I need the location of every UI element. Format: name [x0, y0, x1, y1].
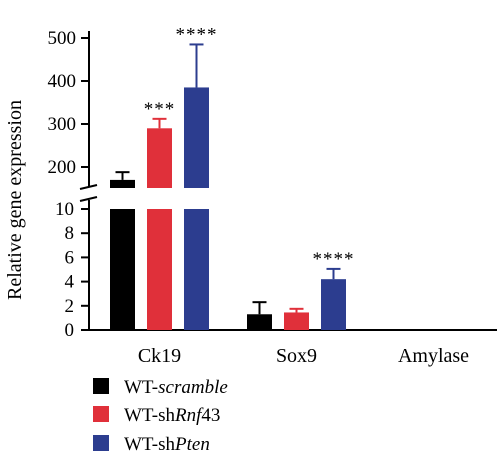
error-bars	[115, 43, 341, 315]
y-tick-label: 8	[65, 223, 75, 244]
bar	[110, 209, 135, 330]
bar	[147, 209, 172, 330]
axis-break-mark	[79, 184, 98, 190]
y-axis-title: Relative gene expression	[4, 100, 26, 300]
bar	[184, 87, 209, 188]
significance-label: ***	[144, 99, 176, 120]
bar	[284, 312, 309, 330]
y-tick-label: 10	[55, 199, 74, 220]
legend-label: WT-shRnf43	[124, 405, 220, 426]
axes	[79, 31, 497, 331]
legend-swatch	[93, 406, 109, 422]
y-tick-label: 300	[48, 114, 77, 135]
y-tick-label: 0	[65, 320, 75, 341]
legend-swatch	[93, 435, 109, 451]
y-tick-label: 500	[48, 28, 77, 49]
bars	[110, 87, 346, 330]
x-tick-label: Ck19	[138, 345, 181, 367]
x-tick-label: Sox9	[276, 345, 317, 367]
legend-swatch	[93, 378, 109, 394]
significance-markers: ***********	[144, 24, 355, 270]
significance-label: ****	[313, 249, 355, 270]
legend-label: WT-shPten	[124, 434, 210, 455]
y-tick-label: 6	[65, 247, 75, 268]
bar	[147, 128, 172, 188]
y-tick-label: 2	[65, 296, 75, 317]
x-tick-labels: Ck19 Sox9 Amylase	[138, 345, 469, 367]
y-tick-label: 400	[48, 71, 77, 92]
y-axis-label: Relative gene expression	[4, 100, 26, 300]
y-tick-label: 4	[65, 272, 75, 293]
bar	[321, 279, 346, 330]
bar	[110, 179, 135, 188]
y-ticks: 0 2 4 6 8 10 200 300 400 500	[48, 28, 89, 341]
legend-label: WT-scramble	[124, 377, 228, 398]
bar	[247, 314, 272, 330]
legend: WT-scramble WT-shRnf43 WT-shPten	[93, 377, 228, 455]
axis-break-mark	[79, 196, 98, 202]
x-tick-label: Amylase	[398, 345, 469, 367]
significance-label: ****	[176, 24, 218, 45]
y-tick-label: 200	[48, 157, 77, 178]
bar	[184, 209, 209, 330]
